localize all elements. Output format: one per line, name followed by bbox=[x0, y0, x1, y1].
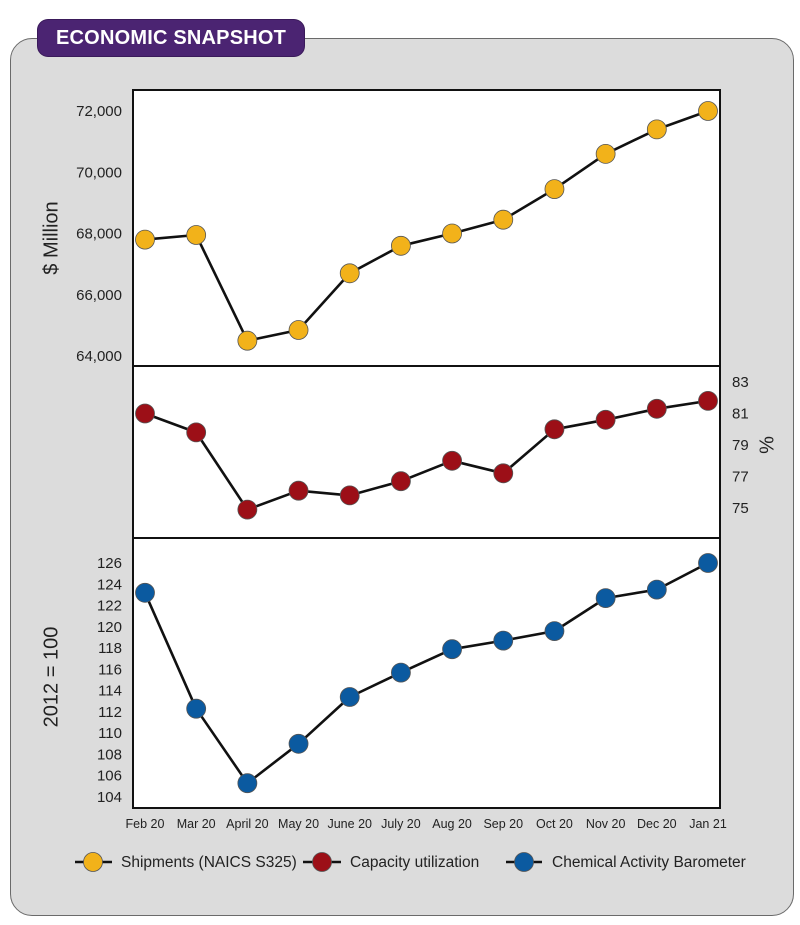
y-tick-label: 83 bbox=[732, 374, 749, 391]
y-tick-label: 106 bbox=[97, 768, 122, 785]
data-point-shipments bbox=[237, 330, 258, 351]
legend-marker bbox=[83, 852, 103, 872]
y-tick-label: 120 bbox=[97, 619, 122, 636]
data-point-shipments bbox=[442, 223, 462, 244]
y-axis-title: 2012 = 100 bbox=[40, 627, 62, 728]
data-point-barometer bbox=[698, 553, 718, 573]
data-point-barometer bbox=[288, 733, 309, 754]
y-axis-title: % bbox=[756, 436, 778, 454]
y-tick-label: 66,000 bbox=[76, 287, 122, 304]
y-tick-label: 116 bbox=[98, 661, 122, 678]
y-tick-label: 64,000 bbox=[76, 348, 122, 365]
x-tick-label: Nov 20 bbox=[586, 817, 626, 831]
y-tick-label: 72,000 bbox=[76, 103, 122, 120]
y-tick-label: 112 bbox=[98, 704, 122, 721]
data-point-barometer bbox=[646, 579, 667, 600]
data-point-capacity bbox=[544, 419, 565, 440]
legend-label: Shipments (NAICS S325) bbox=[121, 854, 297, 871]
data-point-barometer bbox=[237, 773, 258, 794]
data-point-barometer bbox=[595, 588, 616, 608]
y-tick-label: 118 bbox=[98, 640, 122, 657]
legend-label: Chemical Activity Barometer bbox=[552, 854, 746, 871]
y-tick-label: 124 bbox=[97, 576, 122, 593]
x-tick-label: July 20 bbox=[381, 817, 421, 831]
y-tick-label: 122 bbox=[97, 598, 122, 615]
data-point-barometer bbox=[544, 621, 565, 641]
data-point-barometer bbox=[339, 687, 360, 707]
data-point-shipments bbox=[493, 209, 514, 230]
legend-marker bbox=[312, 852, 332, 872]
data-point-capacity bbox=[442, 450, 462, 471]
plot-area bbox=[132, 89, 721, 809]
data-point-shipments bbox=[646, 119, 667, 140]
data-point-shipments bbox=[544, 179, 565, 200]
data-point-barometer bbox=[186, 698, 207, 719]
y-tick-label: 75 bbox=[732, 500, 749, 517]
x-tick-label: Mar 20 bbox=[177, 817, 216, 831]
data-point-shipments bbox=[186, 225, 207, 245]
data-point-capacity bbox=[493, 463, 514, 484]
data-point-capacity bbox=[288, 480, 309, 501]
y-tick-label: 81 bbox=[732, 406, 749, 423]
data-point-shipments bbox=[135, 229, 155, 250]
y-tick-label: 79 bbox=[732, 437, 749, 454]
y-axis-title: $ Million bbox=[40, 201, 62, 274]
data-point-capacity bbox=[391, 471, 411, 492]
y-tick-label: 77 bbox=[732, 469, 749, 486]
data-point-capacity bbox=[698, 390, 718, 411]
x-tick-label: Feb 20 bbox=[126, 817, 165, 831]
y-tick-label: 68,000 bbox=[76, 226, 122, 243]
x-tick-label: Jan 21 bbox=[689, 817, 727, 831]
y-tick-label: 70,000 bbox=[76, 164, 122, 181]
data-point-barometer bbox=[493, 630, 514, 651]
y-tick-label: 110 bbox=[98, 725, 122, 742]
x-tick-label: June 20 bbox=[327, 817, 372, 831]
x-tick-label: Oct 20 bbox=[536, 817, 573, 831]
data-point-shipments bbox=[288, 320, 309, 340]
x-tick-label: Dec 20 bbox=[637, 817, 677, 831]
data-point-capacity bbox=[186, 422, 207, 443]
data-point-barometer bbox=[135, 582, 155, 603]
data-point-shipments bbox=[595, 143, 616, 164]
data-point-capacity bbox=[135, 403, 155, 424]
legend-marker bbox=[514, 852, 534, 872]
y-tick-label: 104 bbox=[97, 789, 122, 806]
y-tick-label: 108 bbox=[97, 746, 122, 763]
x-tick-label: April 20 bbox=[226, 817, 268, 831]
data-point-barometer bbox=[391, 662, 411, 683]
y-tick-label: 126 bbox=[97, 555, 122, 572]
page-title: ECONOMIC SNAPSHOT bbox=[38, 20, 305, 56]
data-point-capacity bbox=[646, 398, 667, 419]
legend-label: Capacity utilization bbox=[350, 854, 479, 871]
x-tick-label: May 20 bbox=[278, 817, 319, 831]
x-tick-label: Sep 20 bbox=[483, 817, 523, 831]
data-point-capacity bbox=[339, 485, 360, 506]
data-point-capacity bbox=[237, 499, 258, 520]
data-point-barometer bbox=[442, 639, 462, 660]
data-point-shipments bbox=[391, 235, 411, 256]
data-point-shipments bbox=[339, 263, 360, 284]
y-tick-label: 114 bbox=[98, 683, 122, 700]
x-tick-label: Aug 20 bbox=[432, 817, 472, 831]
data-point-capacity bbox=[595, 409, 616, 430]
data-point-shipments bbox=[698, 101, 718, 121]
